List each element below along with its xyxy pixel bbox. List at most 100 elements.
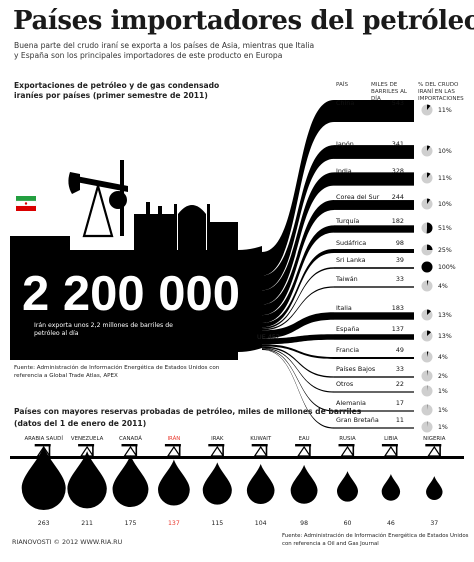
country-label-otros: Otros [336,380,354,388]
pump-rod [178,446,181,456]
oil-drop-kuwait [246,463,275,505]
oil-drop-eau [290,464,318,504]
pump-rod [265,446,268,456]
flow-sri-lanka [262,267,334,329]
reserve-value-venezuela: 211 [81,520,93,527]
flow-gran-bretaña [262,349,334,429]
country-label-turquía: Turquía [335,217,359,225]
pump-frame [296,445,312,457]
flow-bar [334,100,414,122]
volume-value-alemania: 17 [396,399,404,407]
flow-bar [334,334,414,340]
share-value-taiwán: 4% [438,283,448,290]
export-flows [262,100,414,429]
share-value-china: 11% [438,107,452,114]
oil-drop-irán [158,459,190,506]
country-label-india: India [336,167,352,175]
pie-slice [427,280,429,286]
flow-turquía [262,225,334,324]
flow-sudáfrica [262,249,334,328]
flow-bar [334,391,414,393]
pump-beam [34,444,51,447]
pie-slice [427,309,432,315]
oil-drop-canadá [112,455,149,508]
oil-drop-nigeria [426,476,443,501]
panel-funnel [238,246,262,352]
share-pie-sudáfrica [421,244,433,256]
reserve-value-eau: 98 [300,520,308,527]
pump-icon [295,444,312,457]
share-pie-francia [421,351,433,363]
flag-red-stripe [16,206,36,211]
volume-value-india: 328 [392,167,404,175]
refinery-block [134,214,174,250]
pump-beam [295,444,312,447]
pie-slice [421,261,433,273]
reserves-ground-line [10,456,464,459]
subtitle-line-1: Buena parte del crudo iraní se exporta a… [14,41,315,50]
column-header-volume: MILES DE BARRILES AL DÍA [371,82,408,102]
reserve-label-irán: IRÁN [167,435,180,442]
country-label-países-bajos: Países Bajos [336,365,376,373]
pump-beam [425,444,442,447]
share-pie-sri-lanka [421,261,433,273]
share-pie-japón [421,145,433,157]
pie-slice [427,145,431,151]
volume-value-sri-lanka: 39 [396,256,404,264]
volume-value-españa: 137 [392,325,404,333]
reserve-value-libia: 46 [387,520,395,527]
share-value-india: 11% [438,175,452,182]
pie-slice [426,222,433,234]
share-value-países-bajos: 2% [438,373,448,380]
pump-frame [166,445,182,457]
section2-subtitle: (datos del 1 de enero de 2011) [14,419,147,428]
pump-frame [340,445,355,457]
background-graphics [10,160,262,360]
reserve-value-irán: 137 [168,520,180,527]
flow-bar [334,172,414,186]
oil-drop-rusia [336,471,359,502]
share-pie-países-bajos [421,370,433,382]
pump-beam [78,444,95,447]
share-pie-china [421,104,433,116]
pump-icon [381,444,399,457]
volume-value-francia: 49 [396,346,404,354]
pump-rod [48,446,51,456]
flow-bar [334,357,414,359]
country-label-corea-del-sur: Corea del Sur [336,193,380,201]
country-label-sudáfrica: Sudáfrica [336,239,366,247]
subtitle-line-2: y España son los principales importadore… [14,51,283,60]
country-label-francia: Francia [336,346,359,354]
pump-icon [425,444,442,457]
share-pie-otros [421,385,433,397]
pump-rod [92,446,94,456]
flow-bar [334,312,414,320]
minaret-2 [207,204,210,250]
flow-italia [262,312,334,339]
pump-rod [309,446,311,456]
flow-otros [262,347,334,393]
country-label-sri-lanka: Sri Lanka [336,256,366,264]
dark-panel [10,250,238,360]
share-value-alemania: 1% [438,407,448,414]
pumpjack-beam [76,176,128,192]
building-block [210,222,238,250]
pump-icon [208,444,225,457]
country-label-taiwán: Taiwán [335,275,358,283]
pump-rod [352,446,355,456]
volume-value-japón: 341 [392,140,404,148]
reserve-label-venezuela: VENEZUELA [71,436,104,442]
share-value-italia: 13% [438,312,452,319]
section1-title-line-2: iraníes por países (primer semestre de 2… [14,91,208,100]
oil-drop-libia [381,474,401,501]
section1-title-line-1: Exportaciones de petróleo y de gas conde… [14,81,220,90]
flow-españa [262,334,334,345]
country-label-china: China [336,99,354,107]
flow-bar [334,286,414,288]
refinery-stack-2 [158,206,162,214]
volume-value-países-bajos: 33 [396,365,404,373]
oil-drop-venezuela [67,451,107,509]
share-value-turquía: 51% [438,225,452,232]
volume-value-sudáfrica: 98 [396,239,404,247]
reserve-value-rusia: 60 [344,520,352,527]
